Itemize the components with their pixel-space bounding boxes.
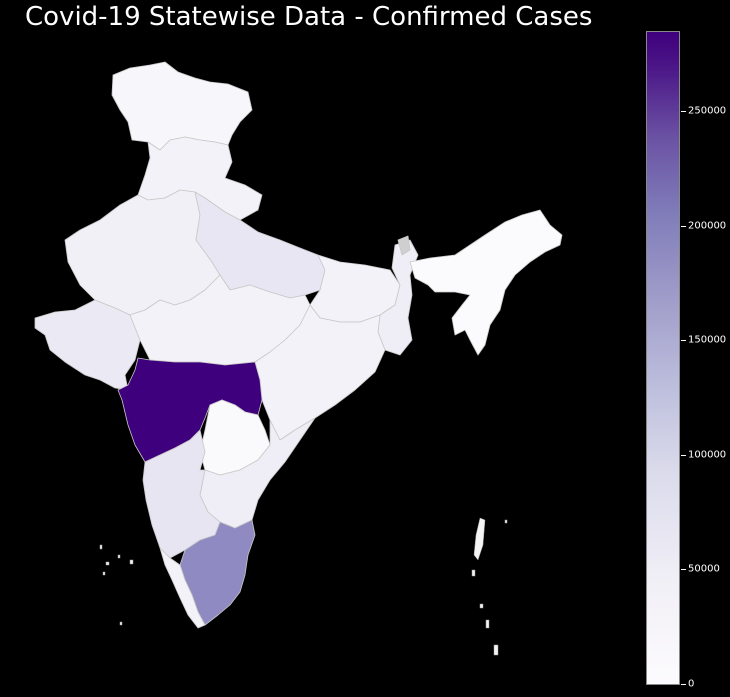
- colorbar-tick: [681, 111, 686, 112]
- colorbar-tick: [681, 340, 686, 341]
- island-lakshadweep-1: [99, 544, 103, 550]
- island-nicobar-2: [485, 619, 490, 629]
- colorbar: [646, 31, 680, 685]
- state-maharashtra: [117, 357, 263, 463]
- region-north-east: [409, 209, 563, 356]
- colorbar-gradient: [647, 32, 679, 684]
- colorbar-tick-label: 50000: [688, 563, 720, 575]
- island-andaman-2: [471, 569, 476, 577]
- island-lakshadweep-6: [119, 621, 123, 626]
- india-choropleth-map: [34, 61, 563, 656]
- state-gujarat: [34, 299, 141, 391]
- island-lakshadweep-4: [129, 559, 134, 565]
- island-nicobar-1: [479, 603, 484, 609]
- map-title: Covid-19 Statewise Data - Confirmed Case…: [25, 2, 593, 32]
- island-nicobar-4: [504, 519, 508, 524]
- colorbar-tick-label: 0: [688, 678, 695, 690]
- colorbar-tick: [681, 569, 686, 570]
- island-andaman-north: [473, 517, 486, 561]
- state-sikkim: [397, 235, 411, 256]
- island-lakshadweep-3: [117, 554, 121, 559]
- colorbar-tick: [681, 684, 686, 685]
- island-nicobar-3: [493, 644, 499, 656]
- state-kerala: [159, 547, 206, 629]
- colorbar-tick-label: 250000: [688, 105, 727, 117]
- state-uttar-pradesh: [194, 191, 326, 299]
- state-jammu-kashmir: [111, 61, 253, 151]
- island-lakshadweep-5: [102, 571, 106, 576]
- colorbar-tick-label: 100000: [688, 449, 727, 461]
- state-karnataka: [142, 429, 221, 559]
- island-lakshadweep-2: [105, 561, 110, 566]
- colorbar-tick-label: 150000: [688, 334, 727, 346]
- colorbar-tick-label: 200000: [688, 220, 727, 232]
- colorbar-tick: [681, 226, 686, 227]
- colorbar-tick: [681, 455, 686, 456]
